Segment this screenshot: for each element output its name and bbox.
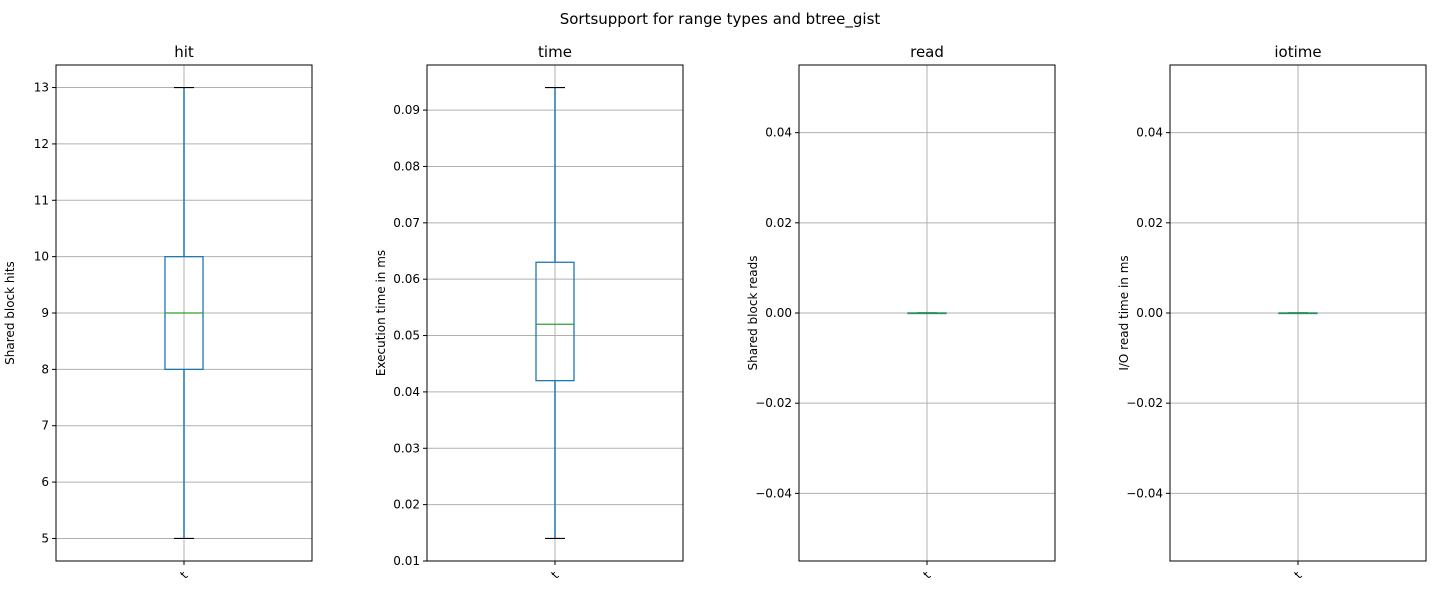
y-tick-label: 13 xyxy=(34,81,49,95)
y-tick-label: 7 xyxy=(41,419,49,433)
subplot-hit: hit 5 6 7 8 9 10 11 12 13 t Shared block hits xyxy=(3,43,313,582)
y-tick-label: 12 xyxy=(34,137,49,151)
y-axis-label: Shared block hits xyxy=(3,261,17,365)
subplot-read: read −0.04 −0.02 0.00 0.02 0.04 t Shared block … xyxy=(746,43,1056,582)
subplot-title: read xyxy=(910,43,944,61)
y-tick-label: −0.02 xyxy=(755,396,792,410)
y-axis-label: I/O read time in ms xyxy=(1117,255,1131,370)
x-tick-label: t xyxy=(920,568,933,581)
y-tick-label: 0.02 xyxy=(765,216,792,230)
subplot-title: time xyxy=(538,43,572,61)
y-tick-label: 10 xyxy=(34,250,49,264)
y-tick-label: 0.02 xyxy=(1136,216,1163,230)
y-tick-label: 5 xyxy=(41,531,49,545)
y-tick-label: 0.04 xyxy=(393,385,420,399)
subplot-time: time 0.01 0.02 0.03 0.04 0.05 0.06 0.07 0.08 0.09… xyxy=(374,43,684,582)
y-tick-label: −0.02 xyxy=(1126,396,1163,410)
y-tick-label: 0.00 xyxy=(1136,306,1163,320)
y-tick-label: 0.00 xyxy=(765,306,792,320)
y-tick-label: 0.04 xyxy=(1136,126,1163,140)
y-tick-label: 0.07 xyxy=(393,216,420,230)
y-tick-label: 0.06 xyxy=(393,272,420,286)
y-tick-label: 0.08 xyxy=(393,159,420,173)
y-axis-label: Execution time in ms xyxy=(374,250,388,376)
subplot-title: hit xyxy=(174,43,194,61)
subplot-title: iotime xyxy=(1274,43,1321,61)
x-tick-label: t xyxy=(1291,568,1304,581)
y-tick-label: 0.09 xyxy=(393,103,420,117)
y-tick-label: −0.04 xyxy=(755,486,792,500)
y-axis-label: Shared block reads xyxy=(746,256,760,371)
x-tick-label: t xyxy=(548,568,561,581)
y-tick-label: 6 xyxy=(41,475,49,489)
box xyxy=(535,261,575,382)
y-tick-label: 11 xyxy=(34,193,49,207)
y-tick-label: 0.03 xyxy=(393,441,420,455)
y-tick-label: 0.05 xyxy=(393,329,420,343)
y-tick-label: −0.04 xyxy=(1126,486,1163,500)
y-tick-label: 0.02 xyxy=(393,498,420,512)
y-tick-label: 8 xyxy=(41,362,49,376)
y-tick-label: 0.01 xyxy=(393,554,420,568)
subplot-iotime: iotime −0.04 −0.02 0.00 0.02 0.04 t I/O read ti… xyxy=(1117,43,1427,582)
suptitle: Sortsupport for range types and btree_gi… xyxy=(560,10,881,29)
x-tick-label: t xyxy=(177,568,190,581)
y-tick-label: 0.04 xyxy=(765,126,792,140)
y-tick-label: 9 xyxy=(41,306,49,320)
